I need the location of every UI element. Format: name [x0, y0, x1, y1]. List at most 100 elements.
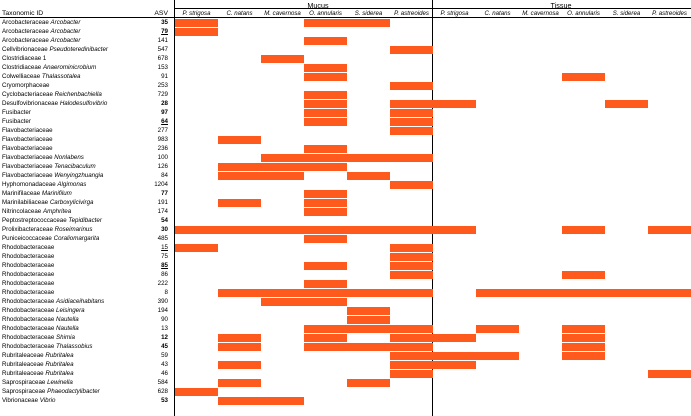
tissue-presence-cell: [605, 99, 648, 108]
mucus-presence-cell: [261, 396, 304, 405]
taxon-family: Rhodobacteraceae: [2, 244, 55, 251]
asv-number: 15: [161, 244, 168, 251]
asv-number: 97: [161, 109, 168, 116]
asv-number: 1204: [154, 181, 168, 188]
asv-number: 194: [157, 307, 168, 314]
taxon-family: Rhodobacteraceae: [2, 298, 55, 305]
mucus-presence-cell: [304, 117, 347, 126]
asv-number: 54: [161, 217, 168, 224]
mucus-presence-cell: [390, 252, 433, 261]
mucus-column-header-3: O. annularis: [309, 10, 342, 17]
mucus-presence-cell: [390, 153, 433, 162]
asv-number: 236: [157, 145, 168, 152]
taxon-label: Flavobacteriaceae Tenacibaculum: [2, 162, 96, 171]
taxon-genus: Shimia: [56, 334, 75, 341]
mucus-presence-cell: [304, 288, 347, 297]
mucus-presence-cell: [304, 36, 347, 45]
taxon-genus: Lewinella: [47, 379, 73, 386]
mucus-presence-cell: [304, 342, 347, 351]
mucus-presence-cell: [261, 54, 304, 63]
mucus-presence-cell: [390, 225, 433, 234]
asv-number: 45: [161, 343, 168, 350]
mucus-presence-cell: [304, 18, 347, 27]
taxon-family: Rhodobacteraceae: [2, 289, 55, 296]
mucus-presence-cell: [304, 162, 347, 171]
taxon-label: Arcobacteraceae Arcobacter: [2, 27, 80, 36]
taxon-family: Rhodobacteraceae: [2, 325, 55, 332]
taxon-genus: Reichenbachiella: [54, 91, 102, 98]
asv-number: 75: [161, 253, 168, 260]
tissue-column-header-1: C. natans: [484, 10, 511, 17]
taxon-family: Rhodobacteraceae: [2, 262, 55, 269]
taxon-genus: Anaerominicrobium: [42, 64, 97, 71]
taxon-genus: Amphritea: [42, 208, 72, 215]
taxon-label: Rubritaleaceae Rubritalea: [2, 360, 74, 369]
tissue-presence-cell: [476, 324, 519, 333]
asv-number: 277: [157, 127, 168, 134]
taxon-genus: Rubritalea: [45, 352, 74, 359]
mucus-presence-cell: [390, 261, 433, 270]
mucus-presence-cell: [304, 207, 347, 216]
mucus-presence-cell: [218, 360, 261, 369]
mucus-presence-cell: [218, 333, 261, 342]
taxon-label: Clostridiaceae 1: [2, 54, 46, 63]
asv-number: 59: [161, 352, 168, 359]
asv-number: 12: [161, 334, 168, 341]
mucus-presence-cell: [261, 225, 304, 234]
taxon-family: Rhodobacteraceae: [2, 343, 55, 350]
mucus-presence-cell: [304, 261, 347, 270]
asv-number: 8: [164, 289, 168, 296]
asv-divider-line: [174, 0, 175, 416]
asv-header: ASV: [154, 10, 168, 17]
tissue-group-title: Tissue: [550, 1, 572, 10]
tissue-presence-cell: [433, 351, 476, 360]
mucus-presence-cell: [390, 270, 433, 279]
mucus-presence-cell: [390, 342, 433, 351]
mucus-presence-cell: [261, 288, 304, 297]
tissue-presence-cell: [562, 333, 605, 342]
taxon-label: Nitrincolaceae Amphritea: [2, 207, 71, 216]
taxon-family: Cellvibrionaceae: [2, 46, 48, 53]
taxon-label: Rhodobacteraceae Nautella: [2, 315, 79, 324]
taxon-family: Nitrincolaceae: [2, 208, 42, 215]
mucus-presence-cell: [261, 297, 304, 306]
mucus-presence-cell: [390, 369, 433, 378]
taxon-family: Rhodobacteraceae: [2, 307, 55, 314]
taxon-label: Rhodobacteraceae: [2, 288, 54, 297]
mucus-presence-cell: [390, 288, 433, 297]
asv-number: 729: [157, 91, 168, 98]
mucus-presence-cell: [347, 288, 390, 297]
tissue-presence-cell: [476, 351, 519, 360]
asv-number: 126: [157, 163, 168, 170]
mucus-presence-cell: [304, 108, 347, 117]
tissue-column-header-2: M. cavernosa: [522, 10, 559, 17]
mucus-presence-cell: [175, 387, 218, 396]
mucus-presence-cell: [347, 153, 390, 162]
taxon-family: Rubritaleaceae: [2, 370, 44, 377]
taxon-label: Prolixibacteraceae Roseimarinus: [2, 225, 92, 234]
mucus-presence-cell: [390, 324, 433, 333]
asv-number: 983: [157, 136, 168, 143]
taxon-label: Marinilabiliaceae Carboxylicivirga: [2, 198, 94, 207]
taxon-family: Flavobacteriaceae: [2, 154, 53, 161]
asv-number: 191: [157, 199, 168, 206]
taxon-genus: Leisingera: [56, 307, 85, 314]
taxon-label: Cellvibrionaceae Pseudoteredinibacter: [2, 45, 108, 54]
taxon-family: Desulfovibrionaceae: [2, 100, 59, 107]
taxon-family: Arcobacteraceae: [2, 37, 49, 44]
taxon-label: Puniceicoccaceae Coraliomargarita: [2, 234, 99, 243]
taxon-label: Desulfovibrionaceae Halodesulfovibrio: [2, 99, 107, 108]
tissue-presence-cell: [562, 288, 605, 297]
taxon-label: Rhodobacteraceae: [2, 261, 54, 270]
taxon-family: Rubritaleaceae: [2, 352, 44, 359]
taxon-genus: Thalassobius: [56, 343, 93, 350]
tissue-column-header-5: P. astreoides: [652, 10, 687, 17]
asv-number: 86: [161, 271, 168, 278]
taxon-label: Flavobacteriaceae: [2, 144, 53, 153]
asv-number: 35: [161, 19, 168, 26]
mucus-presence-cell: [390, 117, 433, 126]
asv-number: 46: [161, 370, 168, 377]
mucus-presence-cell: [390, 126, 433, 135]
asv-number: 43: [161, 361, 168, 368]
taxon-genus: Tenacibaculum: [54, 163, 96, 170]
